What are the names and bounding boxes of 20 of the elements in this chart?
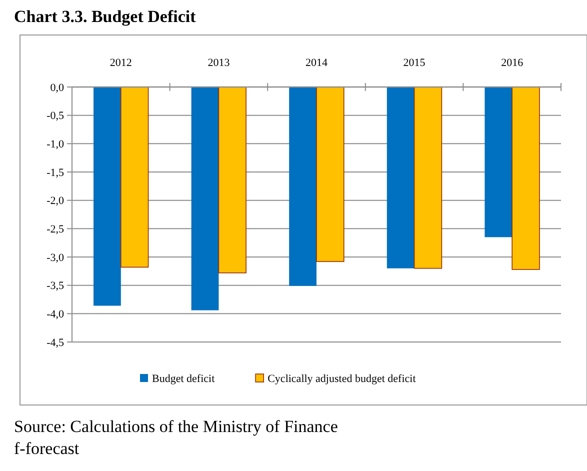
chart-title: Chart 3.3. Budget Deficit [14,7,196,26]
y-tick-label: 0,0 [50,82,64,94]
y-tick-label: -4,0 [46,308,64,321]
y-tick-label: -2,0 [46,195,64,208]
y-tick-label: -1,5 [46,166,64,179]
text: f-forecast [14,439,80,458]
legend-label: Cyclically adjusted budget deficit [268,373,416,385]
x-tick-label: 2014 [306,57,328,69]
x-tick-label: 2012 [110,57,132,69]
y-tick-label: -0,5 [46,110,64,122]
source-note: Source: Calculations of the Ministry of Finance [14,417,338,436]
y-tick-label: -2,5 [46,224,64,236]
x-tick-label: 2016 [501,57,524,69]
x-tick-label: 2013 [208,57,230,69]
y-tick-label: -4,5 [46,336,64,349]
y-tick-label: -1,0 [46,138,64,151]
x-tick-label: 2015 [403,57,426,69]
legend-label: Budget deficit [152,373,215,385]
y-tick-label: -3,0 [46,252,64,264]
y-tick-label: -3,5 [46,280,64,292]
